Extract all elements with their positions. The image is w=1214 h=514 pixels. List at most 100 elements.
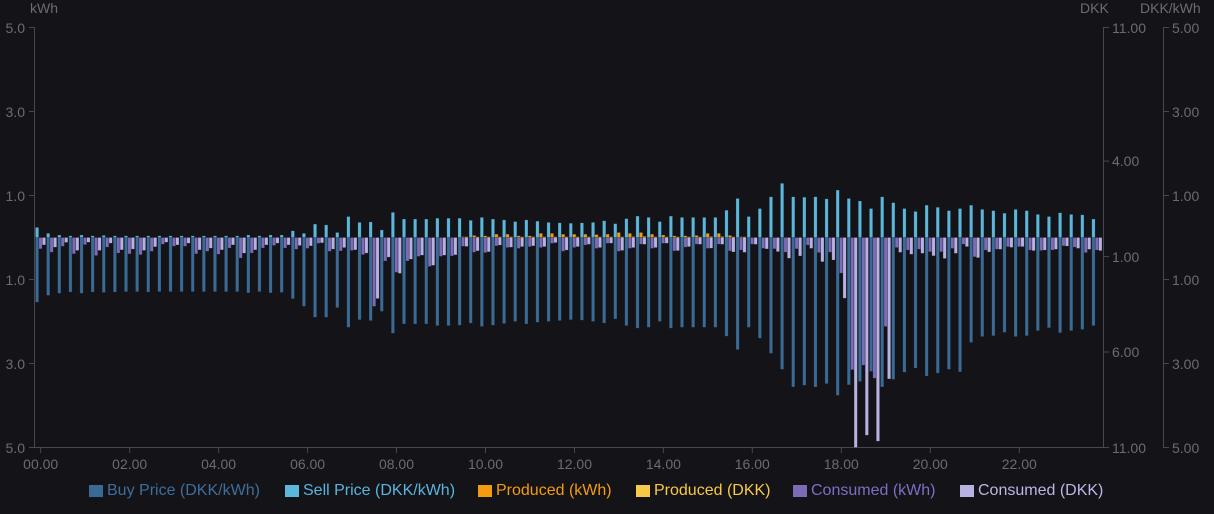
bar-sell-price-dkk-kwh[interactable]	[602, 220, 607, 238]
bar-consumed-kwh[interactable]	[349, 237, 354, 251]
bar-consumed-dkk[interactable]	[764, 237, 769, 250]
bar-sell-price-dkk-kwh[interactable]	[1080, 214, 1085, 238]
bar-buy-price-dkk-kwh[interactable]	[802, 237, 807, 386]
bar-consumed-kwh[interactable]	[149, 237, 154, 252]
bar-consumed-kwh[interactable]	[205, 237, 210, 252]
bar-buy-price-dkk-kwh[interactable]	[313, 237, 317, 318]
bar-buy-price-dkk-kwh[interactable]	[1047, 237, 1051, 329]
bar-consumed-kwh[interactable]	[1050, 237, 1055, 251]
bar-buy-price-dkk-kwh[interactable]	[357, 237, 362, 321]
bar-consumed-kwh[interactable]	[427, 237, 432, 267]
bar-buy-price-dkk-kwh[interactable]	[702, 237, 707, 328]
bar-sell-price-dkk-kwh[interactable]	[68, 235, 73, 238]
bar-consumed-dkk[interactable]	[397, 237, 402, 274]
bar-consumed-kwh[interactable]	[905, 237, 910, 251]
bar-consumed-dkk[interactable]	[353, 237, 358, 251]
bar-consumed-dkk[interactable]	[1065, 237, 1069, 247]
legend-item-sell-price[interactable]: Sell Price (DKK/kWh)	[285, 482, 455, 500]
bar-sell-price-dkk-kwh[interactable]	[802, 196, 807, 238]
bar-buy-price-dkk-kwh[interactable]	[168, 237, 173, 292]
bar-sell-price-dkk-kwh[interactable]	[402, 218, 406, 238]
bar-consumed-dkk[interactable]	[509, 237, 513, 248]
bar-buy-price-dkk-kwh[interactable]	[835, 237, 840, 396]
bar-consumed-kwh[interactable]	[71, 237, 76, 255]
bar-consumed-kwh[interactable]	[605, 237, 610, 244]
bar-consumed-dkk[interactable]	[86, 237, 91, 243]
bar-consumed-dkk[interactable]	[631, 237, 636, 248]
bar-buy-price-dkk-kwh[interactable]	[869, 237, 873, 372]
bar-buy-price-dkk-kwh[interactable]	[557, 237, 562, 321]
bar-sell-price-dkk-kwh[interactable]	[891, 202, 896, 238]
legend-item-produced-dkk[interactable]: Produced (DKK)	[636, 482, 771, 500]
bar-buy-price-dkk-kwh[interactable]	[390, 237, 395, 334]
legend-item-produced-kwh[interactable]: Produced (kWh)	[478, 482, 612, 500]
bar-sell-price-dkk-kwh[interactable]	[824, 198, 829, 238]
bar-buy-price-dkk-kwh[interactable]	[613, 237, 618, 320]
bar-consumed-dkk[interactable]	[1087, 237, 1092, 250]
bar-sell-price-dkk-kwh[interactable]	[946, 210, 951, 238]
bar-consumed-kwh[interactable]	[839, 237, 844, 274]
bar-consumed-dkk[interactable]	[175, 237, 180, 246]
bar-consumed-kwh[interactable]	[716, 237, 721, 245]
bar-consumed-kwh[interactable]	[1028, 237, 1033, 251]
bar-consumed-dkk[interactable]	[242, 237, 247, 254]
bar-consumed-kwh[interactable]	[483, 237, 488, 253]
bar-sell-price-dkk-kwh[interactable]	[591, 222, 595, 238]
bar-sell-price-dkk-kwh[interactable]	[101, 235, 106, 238]
bar-buy-price-dkk-kwh[interactable]	[668, 237, 673, 329]
bar-sell-price-dkk-kwh[interactable]	[624, 218, 629, 238]
bar-buy-price-dkk-kwh[interactable]	[846, 237, 851, 386]
bar-buy-price-dkk-kwh[interactable]	[735, 237, 740, 350]
bar-buy-price-dkk-kwh[interactable]	[224, 237, 228, 292]
bar-consumed-kwh[interactable]	[928, 237, 933, 253]
bar-buy-price-dkk-kwh[interactable]	[513, 237, 518, 322]
bar-consumed-kwh[interactable]	[272, 237, 276, 246]
bar-buy-price-dkk-kwh[interactable]	[691, 237, 696, 328]
bar-buy-price-dkk-kwh[interactable]	[468, 237, 473, 324]
bar-buy-price-dkk-kwh[interactable]	[524, 237, 529, 325]
bar-buy-price-dkk-kwh[interactable]	[368, 237, 373, 321]
bar-sell-price-dkk-kwh[interactable]	[35, 227, 39, 238]
bar-sell-price-dkk-kwh[interactable]	[313, 223, 317, 238]
bar-consumed-kwh[interactable]	[194, 237, 199, 255]
bar-consumed-dkk[interactable]	[653, 237, 658, 248]
bar-buy-price-dkk-kwh[interactable]	[190, 237, 195, 292]
bar-consumed-dkk[interactable]	[164, 237, 169, 243]
bar-consumed-kwh[interactable]	[83, 237, 87, 245]
bar-produced-kwh[interactable]	[572, 233, 577, 238]
bar-consumed-dkk[interactable]	[1042, 237, 1047, 251]
bar-sell-price-dkk-kwh[interactable]	[268, 234, 273, 238]
bar-buy-price-dkk-kwh[interactable]	[568, 237, 573, 321]
bar-consumed-dkk[interactable]	[898, 237, 903, 253]
bar-sell-price-dkk-kwh[interactable]	[379, 229, 384, 238]
bar-sell-price-dkk-kwh[interactable]	[213, 235, 217, 238]
legend-item-consumed-dkk[interactable]: Consumed (DKK)	[960, 482, 1103, 500]
bar-consumed-dkk[interactable]	[575, 237, 580, 247]
bar-consumed-dkk[interactable]	[831, 237, 836, 261]
bar-produced-kwh[interactable]	[694, 235, 699, 238]
bar-consumed-dkk[interactable]	[798, 237, 803, 257]
bar-consumed-dkk[interactable]	[1009, 237, 1014, 248]
bar-buy-price-dkk-kwh[interactable]	[35, 237, 39, 303]
bar-buy-price-dkk-kwh[interactable]	[1013, 237, 1018, 337]
bar-consumed-dkk[interactable]	[464, 237, 469, 247]
bar-buy-price-dkk-kwh[interactable]	[580, 237, 584, 321]
bar-produced-kwh[interactable]	[705, 233, 710, 238]
bar-sell-price-dkk-kwh[interactable]	[1024, 210, 1029, 238]
bar-consumed-dkk[interactable]	[987, 237, 992, 253]
bar-consumed-dkk[interactable]	[375, 237, 380, 299]
bar-consumed-kwh[interactable]	[94, 237, 98, 256]
bar-consumed-dkk[interactable]	[308, 237, 313, 247]
bar-consumed-kwh[interactable]	[261, 237, 265, 249]
bar-buy-price-dkk-kwh[interactable]	[935, 237, 940, 374]
bar-sell-price-dkk-kwh[interactable]	[90, 235, 95, 238]
bar-consumed-kwh[interactable]	[939, 237, 944, 253]
bar-consumed-kwh[interactable]	[672, 237, 677, 252]
bar-produced-kwh[interactable]	[639, 232, 643, 238]
bar-consumed-dkk[interactable]	[586, 237, 591, 245]
bar-consumed-kwh[interactable]	[650, 237, 655, 249]
bar-consumed-kwh[interactable]	[950, 237, 955, 249]
bar-buy-price-dkk-kwh[interactable]	[324, 237, 329, 318]
bar-consumed-kwh[interactable]	[1083, 237, 1088, 253]
bar-consumed-kwh[interactable]	[294, 237, 299, 250]
